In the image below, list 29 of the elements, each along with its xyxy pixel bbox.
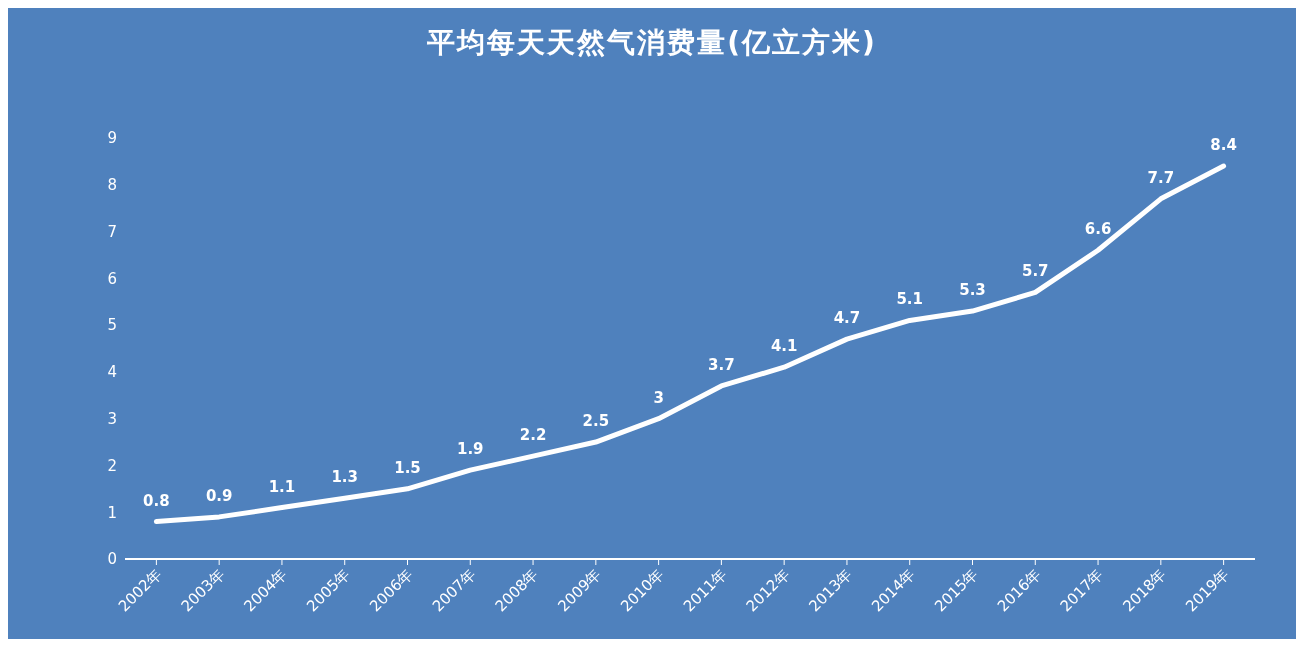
chart-title: 平均每天天然气消费量(亿立方米) [426,25,878,61]
data-label: 1.3 [331,468,359,487]
y-tick-label: 1 [107,503,117,522]
data-label: 6.6 [1084,220,1112,239]
data-label: 0.9 [205,486,233,505]
y-tick-label: 3 [107,409,117,428]
y-tick-label: 0 [107,550,117,569]
y-tick-label: 9 [107,129,117,148]
data-label: 5.1 [896,290,924,309]
data-label: 1.1 [268,477,296,496]
data-label: 0.8 [143,491,170,510]
data-label: 5.3 [959,281,986,300]
data-label: 4.7 [833,309,861,328]
y-tick-label: 8 [107,176,117,195]
data-label: 3.7 [708,355,735,374]
data-label: 5.7 [1021,262,1049,281]
data-label: 1.5 [394,458,421,477]
data-label: 2.2 [519,426,547,445]
data-label: 8.4 [1210,136,1237,155]
data-label: 7.7 [1147,168,1175,187]
y-tick-label: 5 [107,316,117,335]
y-tick-label: 6 [107,269,117,288]
data-label: 3 [653,388,664,407]
y-tick-label: 4 [107,363,117,382]
y-tick-label: 2 [107,456,117,475]
data-label: 4.1 [770,337,798,356]
data-label: 2.5 [582,412,610,431]
data-label: 1.9 [456,440,484,459]
y-tick-label: 7 [107,222,117,241]
